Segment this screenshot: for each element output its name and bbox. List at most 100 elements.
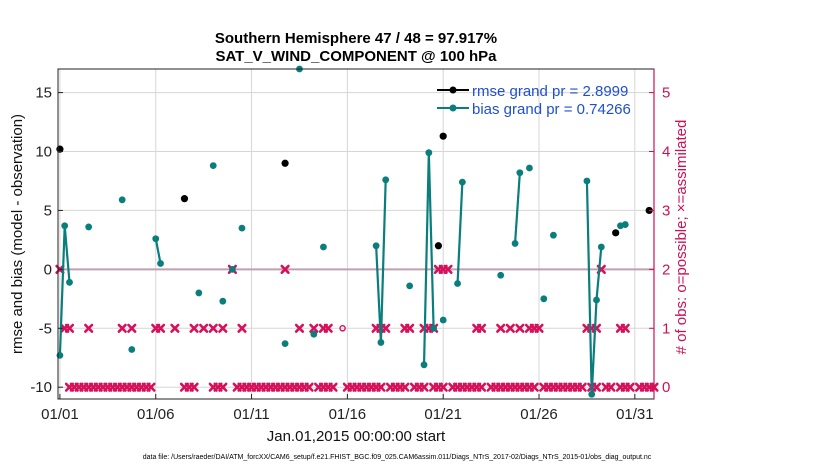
- x-tick-label: 01/11: [233, 406, 269, 423]
- obs-assimilated-marker: [534, 323, 544, 333]
- obs-assimilated-marker: [117, 323, 127, 333]
- obs-assimilated-marker: [155, 323, 166, 333]
- obs-marker-stroke: [515, 323, 525, 333]
- obs-assimilated-marker: [294, 323, 305, 333]
- bias-point: [420, 361, 428, 369]
- y-tick-label: -5: [39, 320, 52, 337]
- obs-marker-stroke: [376, 382, 386, 392]
- bias-point: [597, 243, 605, 251]
- bias-point: [219, 297, 227, 305]
- x-tick-label: 01/06: [137, 406, 175, 423]
- legend-bias-marker: [449, 104, 457, 112]
- obs-assimilated-zero-marker: [419, 382, 429, 392]
- right-y-tick-label: 0: [662, 379, 670, 396]
- bias-point: [430, 324, 438, 332]
- right-y-tick-label: 3: [662, 202, 670, 219]
- legend-bias-label: bias grand pr = 0.74266: [472, 101, 631, 118]
- obs-marker-stroke: [309, 323, 319, 333]
- obs-marker-stroke: [84, 323, 94, 333]
- obs-marker-stroke: [218, 382, 228, 392]
- obs-assimilated-marker: [218, 323, 228, 333]
- obs-assimilated-marker: [476, 323, 487, 333]
- bias-point: [310, 330, 318, 338]
- obs-assimilated-marker: [505, 323, 515, 333]
- axes-layer: 01/01 01/06 01/11 01/16 01/21 01/26 01/31 -10 -5…: [30, 69, 670, 423]
- obs-assimilated-marker: [127, 323, 137, 333]
- bias-series-line: [422, 152, 435, 365]
- rmse-point: [434, 242, 443, 250]
- obs-assimilated-marker: [515, 323, 525, 333]
- right-y-tick-label: 2: [662, 261, 670, 278]
- obs-assimilated-marker: [84, 323, 94, 333]
- right-y-tick-label: 1: [662, 320, 670, 337]
- obs-assimilated-marker: [237, 323, 247, 333]
- bias-point: [549, 231, 557, 239]
- bias-point: [377, 339, 385, 346]
- bias-point: [238, 224, 246, 232]
- obs-assimilated-zero-marker: [591, 382, 602, 392]
- series-layer: [55, 65, 659, 398]
- obs-assimilated-marker: [199, 323, 209, 333]
- obs-marker-stroke: [189, 323, 199, 333]
- obs-marker-stroke: [208, 323, 218, 333]
- legend-rmse-label: rmse grand pr = 2.8999: [472, 83, 628, 100]
- obs-marker-stroke: [127, 323, 137, 333]
- bias-point: [511, 240, 519, 247]
- obs-assimilated-marker: [309, 323, 319, 333]
- bias-point: [454, 280, 461, 287]
- obs-assimilated-marker: [443, 264, 453, 274]
- obs-marker-stroke: [419, 382, 429, 392]
- obs-assimilated-zero-marker: [438, 382, 448, 392]
- bias-point: [382, 176, 390, 184]
- bias-point: [588, 390, 596, 398]
- bias-point: [281, 340, 289, 348]
- bias-point: [526, 164, 533, 172]
- bias-series-line: [456, 182, 464, 284]
- obs-marker-stroke: [606, 382, 616, 392]
- obs-assimilated-zero-marker: [625, 382, 635, 392]
- data-file-footnote: data file: /Users/raeder/DAI/ATM_forcXX/…: [143, 454, 652, 461]
- obs-marker-stroke: [496, 323, 506, 333]
- obs-assimilated-zero-marker: [376, 382, 386, 392]
- obs-assimilated-marker: [496, 323, 506, 333]
- y-tick-label: 0: [44, 261, 52, 278]
- obs-assimilated-marker: [64, 323, 75, 333]
- bias-series-line: [58, 225, 71, 356]
- bias-point: [621, 221, 629, 228]
- obs-marker-stroke: [146, 382, 156, 392]
- obs-assimilated-zero-marker: [400, 382, 410, 392]
- obs-marker-stroke: [577, 382, 587, 392]
- obs-assimilated-zero-marker: [304, 382, 314, 392]
- obs-assimilated-marker: [170, 323, 180, 333]
- obs-assimilated-zero-marker: [146, 382, 156, 392]
- x-axis-label: Jan.01,2015 00:00:00 start: [267, 428, 446, 445]
- bias-point: [85, 223, 93, 231]
- chart-subtitle: SAT_V_WIND_COMPONENT @ 100 hPa: [215, 48, 497, 65]
- bias-point: [128, 346, 136, 353]
- obs-marker-stroke: [323, 323, 333, 333]
- obs-assimilated-marker: [189, 323, 199, 333]
- bias-point: [209, 162, 217, 170]
- plot-frame: [57, 68, 655, 400]
- bias-point: [320, 243, 327, 251]
- obs-marker-stroke: [304, 382, 314, 392]
- obs-assimilated-zero-marker: [577, 382, 587, 392]
- right-y-axis-label: # of obs: o=possible; ×=assimilated: [673, 120, 690, 355]
- x-tick-label: 01/21: [424, 406, 462, 423]
- bias-point: [195, 289, 203, 297]
- y-tick-label: 15: [35, 85, 52, 102]
- bias-series-line: [154, 238, 162, 264]
- bias-series-line: [513, 172, 521, 244]
- bias-point: [593, 296, 600, 304]
- obs-assimilated-marker: [381, 323, 391, 333]
- obs-marker-stroke: [294, 323, 305, 333]
- bias-point: [425, 149, 433, 157]
- obs-marker-stroke: [591, 382, 602, 392]
- obs-marker-stroke: [280, 264, 290, 274]
- obs-marker-stroke: [199, 323, 209, 333]
- bias-point: [228, 265, 236, 273]
- obs-possible-marker: [339, 324, 346, 332]
- obs-assimilated-marker: [208, 323, 218, 333]
- obs-marker-stroke: [381, 323, 391, 333]
- rmse-point: [439, 132, 447, 140]
